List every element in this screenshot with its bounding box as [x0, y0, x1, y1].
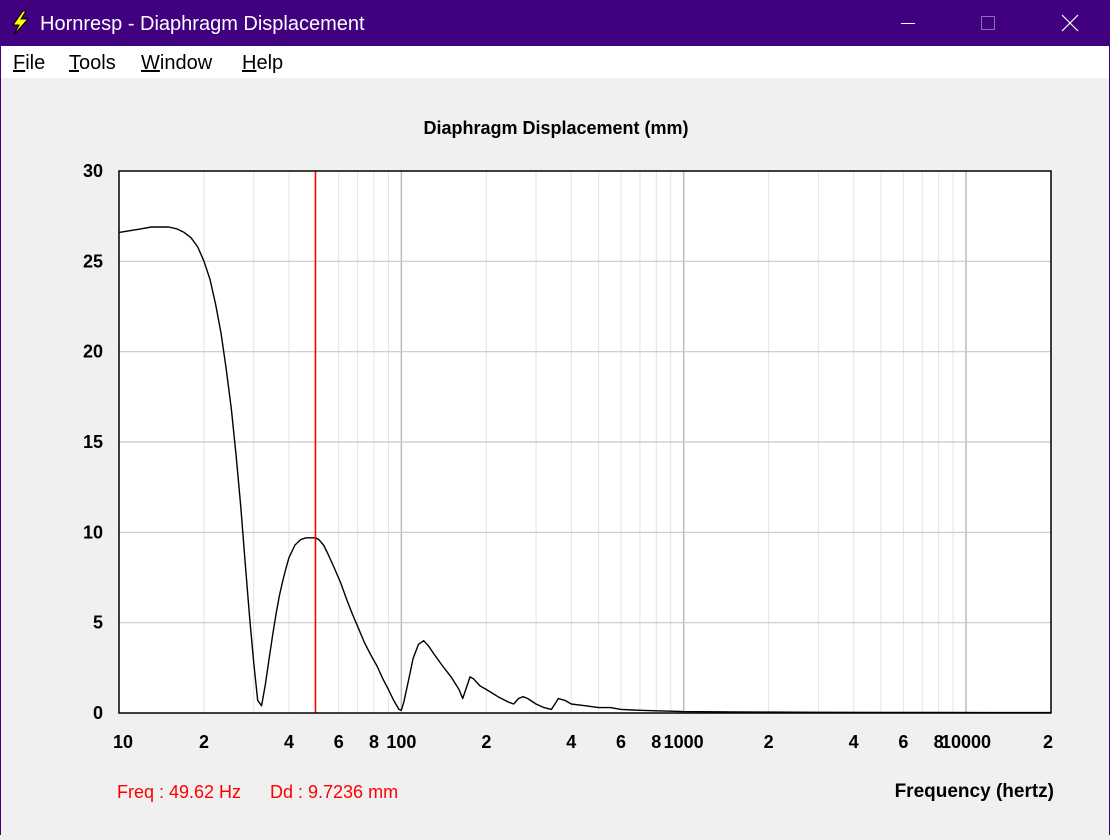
x-tick-label: 8: [651, 732, 661, 752]
x-tick-label: 8: [934, 732, 944, 752]
y-tick-label: 15: [83, 432, 103, 452]
x-tick-label: 2: [764, 732, 774, 752]
y-tick-label: 10: [83, 522, 103, 542]
y-tick-label: 30: [83, 161, 103, 181]
y-tick-label: 25: [83, 251, 103, 271]
x-tick-label: 1000: [664, 732, 704, 752]
x-tick-label: 8: [369, 732, 379, 752]
minimize-icon: [901, 23, 915, 24]
x-tick-label: 10: [113, 732, 133, 752]
minimize-button[interactable]: [868, 0, 948, 46]
x-tick-label: 100: [386, 732, 416, 752]
x-tick-label: 2: [1043, 732, 1053, 752]
window-title: Hornresp - Diaphragm Displacement: [40, 13, 365, 35]
y-tick-label: 0: [93, 703, 103, 723]
window-border-left: [0, 46, 1, 835]
x-tick-label: 4: [284, 732, 294, 752]
y-tick-label: 20: [83, 342, 103, 362]
menu-file[interactable]: File: [13, 52, 46, 74]
x-tick-label: 4: [566, 732, 576, 752]
y-tick-label: 5: [93, 613, 103, 633]
x-axis-title: Frequency (hertz): [894, 781, 1054, 802]
menu-tools[interactable]: Tools: [69, 52, 116, 74]
close-icon: [1061, 14, 1079, 32]
chart-area: Diaphragm Displacement (mm) 0 5 10 15 20 25 30…: [0, 78, 1110, 835]
menu-bar: File Tools Window Help: [1, 46, 1109, 78]
x-tick-label: 2: [199, 732, 209, 752]
plot-border: [118, 170, 1052, 714]
series-group: [118, 226, 1051, 714]
x-tick-label: 6: [334, 732, 344, 752]
maximize-icon: [981, 16, 995, 30]
title-bar[interactable]: Hornresp - Diaphragm Displacement: [0, 0, 1110, 46]
displacement-chart[interactable]: Diaphragm Displacement (mm) 0 5 10 15 20 25 30…: [0, 78, 1110, 835]
x-tick-label: 4: [849, 732, 859, 752]
menu-help[interactable]: Help: [242, 52, 284, 74]
menu-window[interactable]: Window: [141, 52, 213, 74]
maximize-button[interactable]: [948, 0, 1028, 46]
y-tick-labels: 0 5 10 15 20 25 30: [83, 161, 103, 723]
chart-title: Diaphragm Displacement (mm): [423, 118, 688, 138]
displacement-readout: Dd : 9.7236 mm: [270, 782, 399, 802]
frequency-readout: Freq : 49.62 Hz: [117, 782, 242, 802]
x-tick-label: 10000: [941, 732, 991, 752]
x-tick-label: 6: [898, 732, 908, 752]
x-tick-label: 6: [616, 732, 626, 752]
close-button[interactable]: [1030, 0, 1110, 46]
grid-lines: [119, 171, 1051, 713]
x-tick-label: 2: [481, 732, 491, 752]
series-line-0: [118, 226, 1051, 714]
lightning-bolt-icon: [12, 10, 30, 36]
